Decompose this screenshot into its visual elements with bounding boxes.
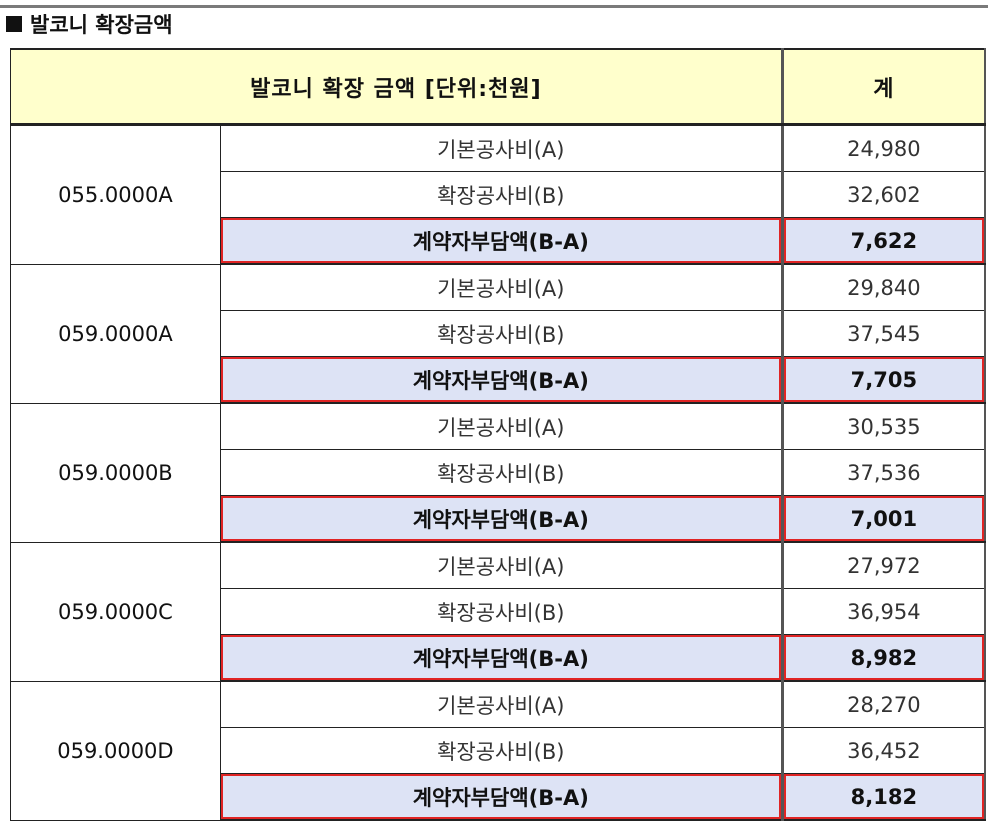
row-value: 36,954	[780, 588, 986, 635]
unit-type: 059.0000B	[10, 403, 221, 543]
balcony-price-table: 발코니 확장 금액 [단위:천원] 계 055.0000A 기본공사비(A) 2…	[10, 48, 986, 821]
row-value: 28,270	[780, 681, 986, 728]
table-row: 055.0000A 기본공사비(A) 24,980	[10, 124, 986, 265]
row-label: 계약자부담액(B-A)	[219, 356, 783, 404]
row-label: 확장공사비(B)	[219, 449, 783, 496]
table-row: 확장공사비(B) 37,545	[11, 310, 986, 357]
unit-type: 059.0000C	[10, 542, 221, 682]
row-label: 기본공사비(A)	[219, 403, 783, 450]
row-value: 27,972	[780, 542, 986, 589]
black-square-icon	[6, 16, 22, 32]
row-value: 7,001	[780, 495, 986, 543]
row-value: 29,840	[780, 264, 986, 311]
row-value: 8,982	[780, 634, 986, 682]
table-row: 확장공사비(B) 36,452	[11, 727, 986, 774]
table-row-total: 계약자부담액(B-A) 7,705	[11, 356, 986, 404]
row-label: 계약자부담액(B-A)	[219, 634, 783, 682]
row-label: 기본공사비(A)	[219, 264, 783, 311]
table-row: 059.0000C 기본공사비(A) 27,972	[10, 542, 986, 682]
row-value: 30,535	[780, 403, 986, 450]
row-value: 36,452	[780, 727, 986, 774]
row-label: 확장공사비(B)	[219, 310, 783, 357]
row-label: 계약자부담액(B-A)	[219, 217, 783, 265]
row-label: 기본공사비(A)	[219, 681, 783, 728]
section-title: 발코니 확장금액	[30, 13, 173, 37]
row-label: 계약자부담액(B-A)	[219, 495, 783, 543]
table-row-total: 계약자부담액(B-A) 8,982	[11, 634, 986, 682]
unit-type: 059.0000D	[10, 681, 221, 821]
row-label: 기본공사비(A)	[219, 124, 783, 172]
unit-type: 059.0000A	[10, 264, 221, 404]
row-label: 확장공사비(B)	[219, 727, 783, 774]
table-row-total: 계약자부담액(B-A) 7,622	[11, 217, 986, 265]
table-row: 059.0000B 기본공사비(A) 30,535	[10, 403, 986, 543]
row-value: 37,545	[780, 310, 986, 357]
row-value: 7,622	[780, 217, 986, 265]
table-row: 059.0000A 기본공사비(A) 29,840	[10, 264, 986, 404]
top-rule	[0, 5, 988, 8]
table-row: 059.0000D 기본공사비(A) 28,270	[10, 681, 986, 821]
table-row: 확장공사비(B) 32,602	[11, 171, 986, 218]
row-value: 32,602	[780, 171, 986, 218]
row-label: 계약자부담액(B-A)	[219, 773, 783, 821]
row-value: 37,536	[780, 449, 986, 496]
table-row-total: 계약자부담액(B-A) 7,001	[11, 495, 986, 543]
row-label: 기본공사비(A)	[219, 542, 783, 589]
table-row: 확장공사비(B) 37,536	[11, 449, 986, 496]
table-header-row: 발코니 확장 금액 [단위:천원] 계	[10, 48, 986, 126]
row-label: 확장공사비(B)	[219, 588, 783, 635]
row-label: 확장공사비(B)	[219, 171, 783, 218]
row-value: 7,705	[780, 356, 986, 404]
section-heading: 발코니 확장금액	[6, 9, 173, 39]
header-label: 발코니 확장 금액 [단위:천원]	[10, 48, 783, 126]
row-value: 24,980	[780, 124, 986, 172]
header-total: 계	[780, 48, 986, 126]
row-value: 8,182	[780, 773, 986, 821]
table-row: 확장공사비(B) 36,954	[11, 588, 986, 635]
unit-type: 055.0000A	[10, 124, 221, 265]
